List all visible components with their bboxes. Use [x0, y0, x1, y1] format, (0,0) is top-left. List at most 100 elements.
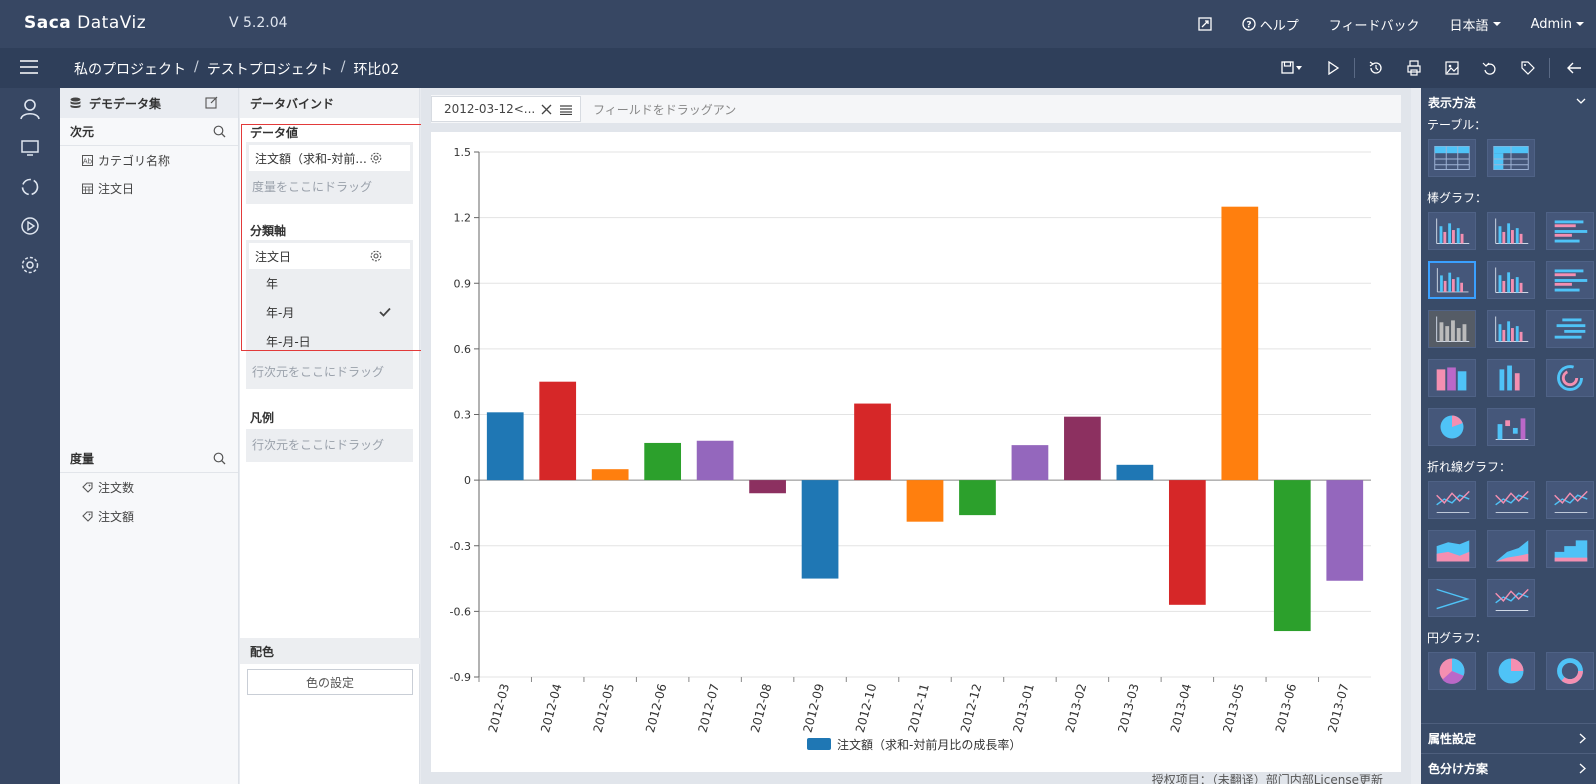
pie-chart-icon[interactable] — [1487, 652, 1535, 690]
dimension-field-category[interactable]: Ab カテゴリ名称 — [60, 146, 238, 174]
bar-chart-icon[interactable] — [1487, 310, 1535, 348]
language-select[interactable]: 日本語 — [1450, 15, 1501, 34]
list-icon[interactable] — [560, 105, 572, 115]
measure-field-order-amount[interactable]: 注文額 — [60, 502, 134, 530]
color-scheme-row[interactable]: 色分け方案 — [1421, 753, 1596, 783]
app-logo[interactable]: Saca DataViz — [24, 13, 147, 33]
3d-bar-icon[interactable] — [1428, 359, 1476, 397]
bar[interactable] — [1168, 480, 1206, 605]
close-icon[interactable] — [541, 104, 552, 115]
back-arrow-icon[interactable] — [1552, 48, 1596, 88]
line-chart-icon[interactable] — [1428, 579, 1476, 617]
edit-icon[interactable] — [205, 96, 218, 109]
bar[interactable] — [644, 442, 682, 481]
area-chart-icon[interactable] — [1546, 530, 1594, 568]
bar[interactable] — [1064, 416, 1101, 481]
bar[interactable] — [749, 480, 786, 494]
category-axis-chip[interactable]: 注文日 — [249, 243, 410, 269]
table-icon[interactable] — [1487, 139, 1535, 177]
bar-chart[interactable]: 1.5 1.2 0.9 0.6 0.3 0 -0.3 -0.6 -0.9 2012-03 2012-… — [431, 132, 1401, 772]
measure-field-order-count[interactable]: 注文数 — [60, 473, 134, 501]
breadcrumb-item-test-project[interactable]: テストプロジェクト — [206, 62, 333, 78]
granularity-option-year-month-day[interactable]: 年-月-日 — [246, 327, 413, 356]
pie-chart-icon[interactable] — [1428, 652, 1476, 690]
granularity-option-year[interactable]: 年 — [246, 269, 413, 298]
gear-icon[interactable] — [370, 152, 382, 164]
area-chart-icon[interactable] — [1487, 530, 1535, 568]
data-value-slot[interactable]: 注文額（求和-対前... 度量をここにドラッグ — [246, 142, 413, 204]
x-tick-label: 2012-08 — [748, 682, 775, 734]
line-chart-icon[interactable] — [1487, 481, 1535, 519]
bar[interactable] — [1326, 480, 1364, 581]
bar[interactable] — [1221, 206, 1259, 481]
category-table-label: テーブル： — [1427, 118, 1487, 132]
bar-chart-icon[interactable] — [1428, 212, 1476, 250]
bar[interactable] — [591, 469, 629, 481]
table-icon[interactable] — [1428, 139, 1476, 177]
row-dimension-hint: 行次元をここにドラッグ — [252, 365, 385, 379]
settings-icon[interactable] — [17, 252, 43, 278]
horizontal-bar-icon[interactable] — [1546, 261, 1594, 299]
monitor-icon[interactable] — [17, 135, 43, 161]
play-icon[interactable] — [1314, 48, 1352, 88]
menu-icon[interactable] — [19, 57, 39, 77]
dimension-header: 次元 — [60, 118, 238, 146]
breadcrumb-item-projects[interactable]: 私のプロジェクト — [74, 62, 186, 78]
play-circle-icon[interactable] — [17, 213, 43, 239]
donut-chart-icon[interactable] — [1546, 652, 1594, 690]
line-chart-icon[interactable] — [1428, 481, 1476, 519]
line-chart-icon[interactable] — [1546, 481, 1594, 519]
bar[interactable] — [1273, 480, 1311, 632]
bar[interactable] — [539, 381, 577, 481]
screen-icon[interactable] — [1198, 17, 1212, 31]
waterfall-icon[interactable] — [1487, 408, 1535, 446]
dimension-field-order-date[interactable]: 注文日 — [60, 174, 238, 202]
image-icon[interactable] — [1433, 48, 1471, 88]
dataset-title[interactable]: デモデータ集 — [89, 96, 162, 111]
row-dimension-slot[interactable]: 行次元をここにドラッグ — [246, 356, 413, 389]
user-menu[interactable]: Admin — [1531, 17, 1584, 32]
save-icon[interactable] — [1270, 48, 1314, 88]
bar-chart-icon[interactable] — [1487, 359, 1535, 397]
filter-bar[interactable]: 2012-03-12<... フィールドをドラッグアン — [431, 95, 1401, 123]
bar[interactable] — [801, 480, 839, 579]
data-value-label: データ値 — [250, 126, 299, 140]
bar-chart-icon[interactable] — [1487, 212, 1535, 250]
bar-chart-icon[interactable] — [1428, 310, 1476, 348]
bar[interactable] — [1116, 464, 1154, 481]
pie-bar-icon[interactable] — [1428, 408, 1476, 446]
user-icon[interactable] — [17, 96, 43, 122]
property-settings-row[interactable]: 属性設定 — [1421, 723, 1596, 753]
history-icon[interactable] — [1357, 48, 1395, 88]
bar[interactable] — [1011, 445, 1049, 481]
cycle-icon[interactable] — [17, 174, 43, 200]
bar-chart-icon[interactable] — [1487, 261, 1535, 299]
category-axis-slot[interactable]: 注文日 — [246, 240, 413, 269]
bar[interactable] — [854, 403, 891, 481]
help-link[interactable]: ? ヘルプ — [1242, 15, 1299, 34]
line-chart-icon[interactable] — [1487, 579, 1535, 617]
legend-slot[interactable]: 行次元をここにドラッグ — [246, 429, 413, 462]
undo-icon[interactable] — [1471, 48, 1509, 88]
search-icon[interactable] — [213, 452, 226, 465]
data-value-chip[interactable]: 注文額（求和-対前... — [249, 145, 410, 171]
gear-icon[interactable] — [370, 250, 382, 262]
filter-chip[interactable]: 2012-03-12<... — [431, 96, 581, 122]
bar[interactable] — [959, 480, 996, 516]
search-icon[interactable] — [213, 125, 226, 138]
radial-bar-icon[interactable] — [1546, 359, 1594, 397]
bar-chart-icon[interactable] — [1428, 261, 1476, 299]
horizontal-bar-icon[interactable] — [1546, 212, 1594, 250]
y-tick-label: -0.6 — [450, 605, 471, 618]
granularity-option-year-month[interactable]: 年-月 — [246, 298, 413, 327]
horizontal-bar-icon[interactable] — [1546, 310, 1594, 348]
display-method-title[interactable]: 表示方法 — [1421, 88, 1596, 116]
tag-icon[interactable] — [1509, 48, 1547, 88]
print-icon[interactable] — [1395, 48, 1433, 88]
bar[interactable] — [906, 480, 944, 522]
bar[interactable] — [696, 440, 734, 481]
area-chart-icon[interactable] — [1428, 530, 1476, 568]
feedback-link[interactable]: フィードバック — [1328, 18, 1420, 34]
color-settings-button[interactable]: 色の設定 — [247, 669, 413, 695]
bar[interactable] — [486, 412, 524, 481]
